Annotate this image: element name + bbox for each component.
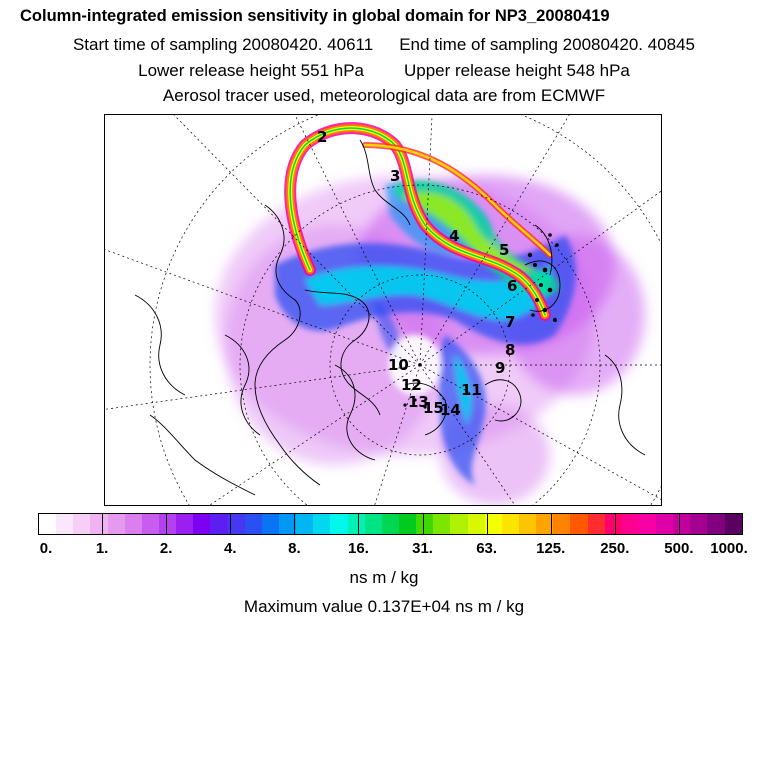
colorbar-tick-labels: 0. 1. 2. 4. 8. 16. 31. 63. 125. 250. 500. 1000. bbox=[0, 540, 768, 560]
maximum-value-text: Maximum value 0.137E+04 ns m / kg bbox=[243, 597, 525, 616]
day-label-13: 13 bbox=[408, 393, 429, 411]
colorbar-segment bbox=[638, 514, 657, 534]
day-label-11: 11 bbox=[461, 381, 482, 399]
emission-sensitivity-map: 2 3 4 5 6 7 8 9 10 11 12 13 14 15 bbox=[104, 114, 662, 506]
colorbar-divider bbox=[550, 514, 552, 534]
colorbar-segment bbox=[536, 514, 554, 534]
colorbar-tick-label: 63. bbox=[476, 540, 498, 557]
colorbar-divider bbox=[166, 514, 168, 534]
day-label-6: 6 bbox=[507, 277, 517, 295]
colorbar-segment bbox=[707, 514, 725, 534]
colorbar-segment bbox=[587, 514, 605, 534]
map-graticule bbox=[105, 115, 661, 505]
coastlines bbox=[134, 139, 646, 496]
colorbar-segment bbox=[621, 514, 639, 534]
colorbar-divider bbox=[294, 514, 296, 534]
colorbar-segment bbox=[553, 514, 571, 534]
colorbar-segment bbox=[244, 514, 262, 534]
colorbar-segment bbox=[416, 514, 434, 534]
colorbar-divider bbox=[614, 514, 616, 534]
upper-release-text: Upper release height 548 hPa bbox=[404, 61, 630, 80]
colorbar-divider bbox=[486, 514, 488, 534]
tracer-info-text: Aerosol tracer used, meteorological data… bbox=[162, 86, 606, 105]
colorbar-segment bbox=[330, 514, 348, 534]
colorbar-tick-label: 250. bbox=[600, 540, 630, 557]
colorbar bbox=[38, 513, 743, 535]
lower-release-text: Lower release height 551 hPa bbox=[138, 61, 364, 80]
colorbar-segment bbox=[210, 514, 228, 534]
colorbar-tick-label: 1. bbox=[95, 540, 109, 557]
colorbar-segment bbox=[398, 514, 417, 534]
day-label-10: 10 bbox=[388, 356, 409, 374]
colorbar-segment bbox=[724, 514, 742, 534]
colorbar-segment bbox=[278, 514, 297, 534]
colorbar-segment bbox=[570, 514, 588, 534]
colorbar-divider bbox=[422, 514, 424, 534]
colorbar-divider bbox=[230, 514, 232, 534]
colorbar-tick-label: 500. bbox=[664, 540, 694, 557]
colorbar-segment bbox=[158, 514, 177, 534]
day-label-14: 14 bbox=[440, 401, 461, 419]
figure-title: Column-integrated emission sensitivity i… bbox=[20, 7, 610, 25]
colorbar-segment bbox=[90, 514, 108, 534]
colorbar-segment bbox=[364, 514, 382, 534]
colorbar-segment bbox=[450, 514, 468, 534]
colorbar-tick-label: 125. bbox=[536, 540, 566, 557]
colorbar-divider bbox=[358, 514, 360, 534]
colorbar-segment bbox=[381, 514, 399, 534]
sampling-times: Start time of sampling 20080420. 40611 En… bbox=[0, 35, 768, 55]
colorbar-tick-label: 8. bbox=[288, 540, 301, 557]
colorbar-tick-label: 2. bbox=[159, 540, 173, 557]
colorbar-segment bbox=[484, 514, 502, 534]
day-label-3: 3 bbox=[390, 167, 400, 185]
colorbar-segment bbox=[347, 514, 365, 534]
colorbar-tick-label: 0. bbox=[39, 540, 53, 557]
colorbar-segment bbox=[56, 514, 74, 534]
colorbar-segment bbox=[690, 514, 708, 534]
colorbar-tick-label: 31. bbox=[412, 540, 433, 557]
colorbar-tick-label: 1000. bbox=[710, 540, 748, 557]
map-canvas: 2 3 4 5 6 7 8 9 10 11 12 13 14 15 bbox=[105, 115, 661, 505]
colorbar-segment bbox=[501, 514, 519, 534]
colorbar-segment bbox=[39, 514, 57, 534]
day-label-12: 12 bbox=[401, 376, 422, 394]
colorbar-tick-label: 4. bbox=[224, 540, 237, 557]
day-labels: 2 3 4 5 6 7 8 9 10 11 12 13 14 15 bbox=[317, 128, 517, 419]
colorbar-segment bbox=[604, 514, 622, 534]
colorbar-segment bbox=[227, 514, 245, 534]
colorbar-segment bbox=[193, 514, 211, 534]
colorbar-segment bbox=[656, 514, 674, 534]
colorbar-segment bbox=[176, 514, 194, 534]
colorbar-segment bbox=[673, 514, 691, 534]
colorbar-divider bbox=[102, 514, 104, 534]
colorbar-segment bbox=[313, 514, 331, 534]
colorbar-segment bbox=[141, 514, 159, 534]
colorbar-segment bbox=[467, 514, 485, 534]
day-label-9: 9 bbox=[495, 359, 505, 377]
colorbar-divider bbox=[678, 514, 680, 534]
day-label-15: 15 bbox=[423, 399, 444, 417]
day-label-8: 8 bbox=[505, 341, 515, 359]
colorbar-tick-label: 16. bbox=[348, 540, 369, 557]
day-label-2: 2 bbox=[317, 128, 327, 146]
colorbar-segment bbox=[433, 514, 451, 534]
colorbar-unit: ns m / kg bbox=[349, 568, 419, 587]
day-label-4: 4 bbox=[449, 227, 459, 245]
plume-trajectory-band bbox=[284, 122, 553, 321]
colorbar-segment bbox=[261, 514, 279, 534]
day-label-7: 7 bbox=[505, 313, 515, 331]
colorbar-segment bbox=[124, 514, 142, 534]
end-time-text: End time of sampling 20080420. 40845 bbox=[399, 35, 696, 54]
colorbar-segment bbox=[107, 514, 125, 534]
colorbar-segment bbox=[518, 514, 537, 534]
colorbar-segment bbox=[296, 514, 314, 534]
day-label-5: 5 bbox=[499, 241, 509, 259]
start-time-text: Start time of sampling 20080420. 40611 bbox=[72, 35, 374, 54]
high-sensitivity-core bbox=[395, 180, 560, 296]
colorbar-segment bbox=[73, 514, 91, 534]
release-heights: Lower release height 551 hPa Upper releas… bbox=[0, 61, 768, 81]
island-dots bbox=[403, 233, 559, 409]
